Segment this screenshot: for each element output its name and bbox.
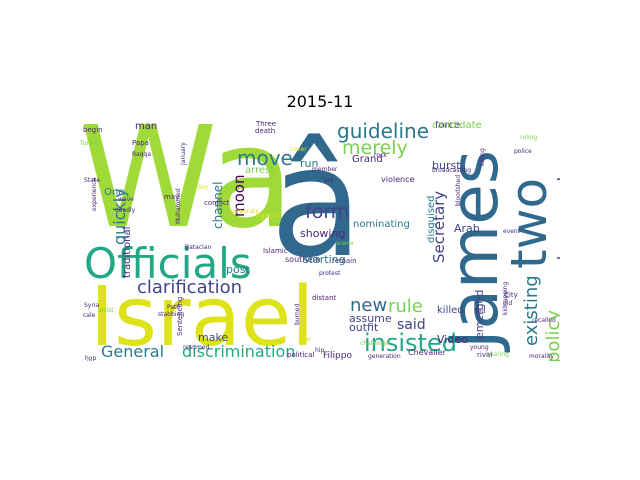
word-two: two [500, 177, 558, 269]
word-general: General [101, 342, 165, 361]
word-day: day [197, 184, 209, 191]
word-distant: distant [312, 294, 337, 302]
figure-title: 2015-11 [286, 92, 354, 111]
word-: â [270, 121, 364, 291]
word-said: said [397, 317, 426, 333]
word-move: move [237, 146, 293, 170]
word-video: Video [437, 333, 468, 346]
word-outfit: outfit [349, 321, 379, 334]
word-death: death [255, 127, 276, 135]
word-hop: hop [85, 355, 97, 362]
word-remain: remain [332, 257, 357, 265]
word-showing: showing [300, 227, 346, 240]
word-disguised: disguised [426, 195, 437, 243]
word-stabbing: stabbing [158, 311, 185, 318]
word-city: City [504, 291, 518, 299]
word-raqqa: Raqqa [132, 151, 152, 158]
word-cloud: Wa â James Israel Officials two insisted guidel… [80, 121, 560, 361]
word-candidate: candidate [432, 121, 482, 131]
word-path: Path [167, 304, 181, 311]
word-police: police [514, 148, 532, 155]
word-islamic: Islamic [263, 247, 288, 255]
word-protest: protest [319, 270, 341, 277]
word-january: January [180, 142, 187, 165]
word-merely: merely [342, 137, 408, 159]
word-starting: starting [303, 253, 346, 266]
word-scene: scene [336, 240, 354, 247]
word-fled: fled [474, 308, 486, 315]
word-run: run [300, 157, 319, 170]
word-violence: violence [381, 175, 415, 184]
word-deadly: deadly [115, 207, 136, 214]
word-form: form [305, 201, 350, 223]
word-hip: hip [315, 347, 325, 354]
word-morality: morality [529, 353, 554, 360]
word-muhammed: Muhammed [175, 188, 182, 224]
word-may: may [164, 193, 180, 201]
word-member: member [312, 166, 338, 173]
word-arab: Arab [454, 222, 480, 235]
word-cover: cover [290, 146, 307, 153]
word-existing: existing [521, 275, 542, 346]
word-new: new [350, 295, 388, 316]
word-challenge: challenge [360, 340, 390, 347]
word-papa: Papa [132, 139, 149, 147]
word-cale: cale [83, 312, 96, 319]
word-make: make [198, 331, 229, 344]
word-grand: Grand [352, 154, 383, 165]
word-aid: aid [324, 177, 334, 184]
word-rock: rock [374, 152, 387, 159]
word-syria: Syria [84, 302, 100, 309]
word-discrimination: discrimination [182, 342, 296, 361]
word-filippo: Filippo [323, 351, 352, 361]
word-wa: Wa [80, 121, 295, 260]
word-support: support [256, 212, 280, 219]
word-denounced: denounced [554, 176, 560, 266]
word-bataclan: Bataclan [185, 244, 212, 251]
word-artist: artist [98, 307, 114, 314]
word-chevalier: Chevalier [408, 348, 446, 357]
word-bloodshed: bloodshed [455, 174, 462, 206]
word-resumed: resumed [183, 344, 210, 351]
word-arrest: arrest [245, 165, 275, 176]
word-turkey: Turkey [80, 140, 100, 147]
word-clarification: clarification [137, 277, 243, 298]
word-killing: killing [479, 148, 486, 166]
word-begin: begin [83, 126, 103, 134]
word-event: event [503, 228, 521, 235]
word-insisted: insisted [364, 329, 457, 357]
word-corporate: corporate [230, 208, 260, 215]
word-killed: killed [437, 305, 464, 316]
word-one: One [104, 187, 125, 198]
word-southern: southern [285, 255, 321, 264]
word-ruling: ruling [520, 134, 538, 141]
word-old: old [503, 300, 513, 307]
word-state: State [84, 177, 100, 184]
word-recalled: recalled [532, 317, 556, 324]
word-political: political [287, 351, 315, 359]
word-young: young [470, 344, 489, 351]
word-broadcasting: broadcasting [432, 167, 472, 174]
word-nominating: nominating [353, 219, 410, 230]
word-year: year [298, 336, 312, 343]
word-burst: burst [432, 159, 461, 172]
word-officials: Officials [84, 239, 252, 288]
word-post: post [226, 263, 250, 276]
word-three: Three [256, 121, 277, 128]
word-traditional: traditional [122, 226, 133, 278]
word-man: man [135, 121, 158, 132]
word-force: force [435, 121, 461, 131]
word-israel: Israel [90, 270, 315, 361]
word-guideline: guideline [337, 121, 430, 143]
word-conflict: conflict [204, 199, 230, 207]
word-assume: assume [349, 312, 392, 325]
word-hearing: hearing [486, 351, 509, 358]
word-wave: wave [118, 196, 134, 203]
word-rule: rule [388, 296, 423, 317]
word-burned: burned [294, 303, 301, 325]
word-generation: generation [368, 353, 401, 360]
word-rival: rival [477, 351, 493, 359]
